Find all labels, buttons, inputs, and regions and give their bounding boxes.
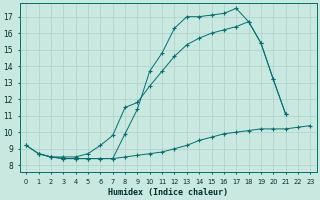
X-axis label: Humidex (Indice chaleur): Humidex (Indice chaleur): [108, 188, 228, 197]
